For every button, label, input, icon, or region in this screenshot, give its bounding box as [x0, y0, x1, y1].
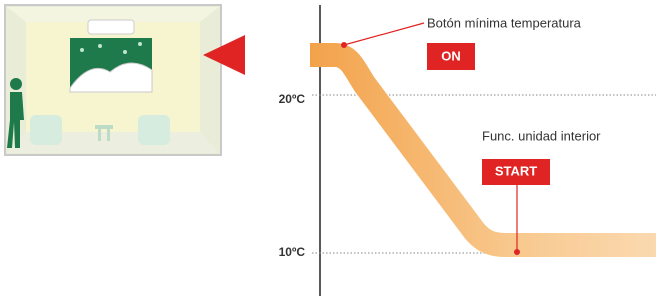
- room-illustration: [5, 5, 221, 155]
- annotation-text: Func. unidad interior: [482, 128, 601, 143]
- callout-dot: [514, 249, 520, 255]
- page: 20ºC 10ºC Botón mínima temperatura ON Fu…: [0, 0, 656, 296]
- annotation-text: Botón mínima temperatura: [427, 15, 582, 30]
- button-label: START: [495, 163, 537, 178]
- callout-dot: [341, 42, 347, 48]
- temperature-curve: [310, 55, 656, 245]
- axis-label: 10ºC: [279, 245, 306, 259]
- button-label: ON: [441, 48, 461, 63]
- axis-label: 20ºC: [279, 92, 306, 106]
- callout-line: [344, 23, 424, 45]
